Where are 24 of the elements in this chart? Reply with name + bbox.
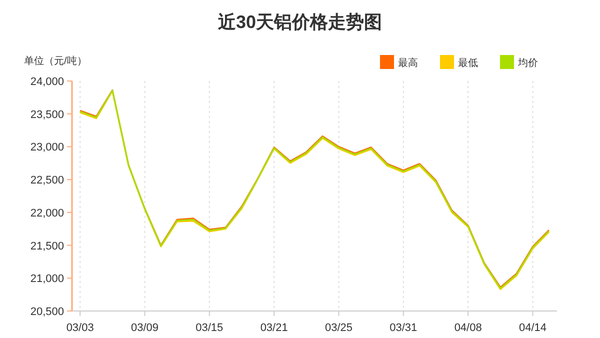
- x-tick-label: 03/03: [66, 322, 94, 334]
- x-tick-label: 04/08: [454, 322, 482, 334]
- x-tick-label: 04/14: [518, 322, 547, 334]
- y-tick-label: 23,000: [30, 142, 64, 154]
- legend-item: 均价: [500, 55, 538, 69]
- x-tick-label: 03/31: [390, 322, 418, 334]
- x-tick-label: 03/09: [130, 322, 159, 334]
- y-tick-label: 21,000: [30, 273, 64, 286]
- y-axis-title: 单位（元/吨）: [24, 55, 87, 67]
- y-tick-label: 24,000: [30, 76, 64, 88]
- legend-item: 最低: [440, 55, 478, 69]
- legend-label: 最低: [458, 58, 478, 69]
- legend-item: 最高: [380, 55, 418, 69]
- x-tick-label: 03/25: [324, 322, 353, 334]
- y-tick-label: 23,500: [30, 108, 64, 121]
- y-tick-label: 21,500: [30, 240, 64, 252]
- y-tick-label: 22,500: [30, 174, 64, 187]
- legend-label: 最高: [398, 57, 418, 69]
- x-tick-label: 03/21: [260, 322, 288, 334]
- x-tick-label: 03/15: [196, 322, 224, 334]
- chart-title: 近30天铝价格走势图: [216, 12, 382, 32]
- legend-label: 均价: [517, 57, 538, 69]
- y-tick-label: 22,000: [30, 207, 64, 220]
- y-tick-label: 20,500: [30, 306, 64, 318]
